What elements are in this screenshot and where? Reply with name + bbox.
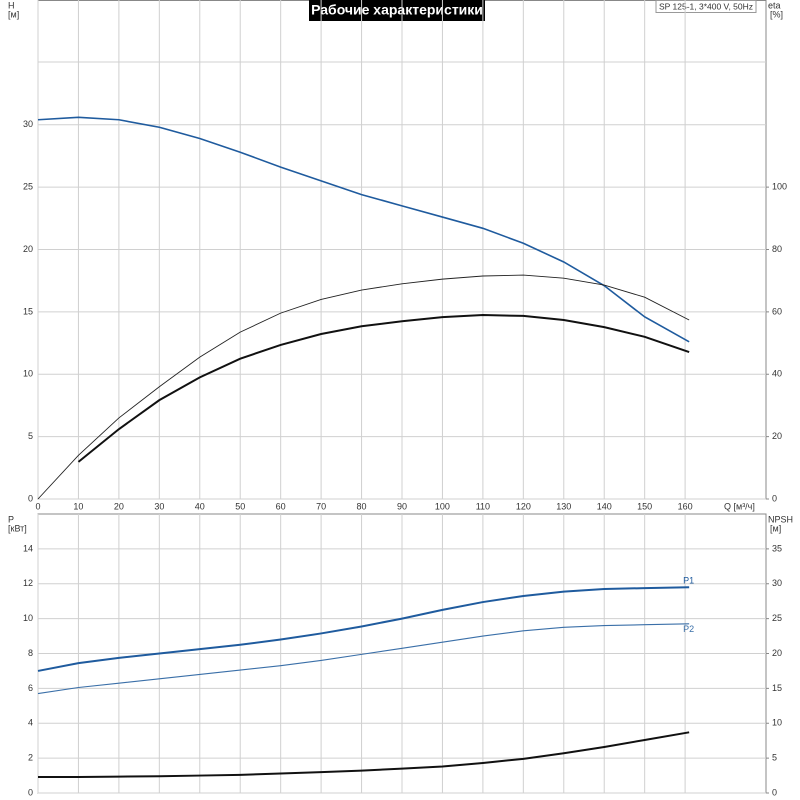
- y-tick-label: 2: [28, 753, 33, 763]
- x-tick-label: 70: [316, 501, 326, 511]
- y2-tick-label: 60: [772, 306, 782, 316]
- curve: [38, 731, 690, 778]
- x-tick-label: 10: [73, 501, 83, 511]
- x-tick-label: 50: [235, 501, 245, 511]
- y-tick-label: 25: [23, 182, 33, 192]
- curve-label: P1: [683, 576, 694, 586]
- y-tick-label: 5: [28, 431, 33, 441]
- x-tick-label: 60: [276, 501, 286, 511]
- y2-axis-unit: [%]: [770, 9, 783, 19]
- curve-label: P2: [683, 624, 694, 634]
- y2-tick-label: 0: [772, 493, 777, 503]
- y2-tick-label: 15: [772, 683, 782, 693]
- curve: [37, 274, 690, 500]
- y2-tick-label: 20: [772, 431, 782, 441]
- y2-tick-label: 100: [772, 182, 787, 192]
- y2-tick-label: 10: [772, 718, 782, 728]
- y-tick-label: 10: [23, 369, 33, 379]
- x-tick-label: 160: [678, 501, 693, 511]
- y2-tick-label: 80: [772, 244, 782, 254]
- x-axis-label: Q [м³/ч]: [724, 501, 755, 511]
- x-tick-label: 20: [114, 501, 124, 511]
- y-tick-label: 15: [23, 306, 33, 316]
- x-tick-label: 120: [516, 501, 531, 511]
- x-tick-label: 150: [637, 501, 652, 511]
- y2-tick-label: 40: [772, 369, 782, 379]
- y-tick-label: 6: [28, 683, 33, 693]
- y2-axis-unit: [м]: [770, 523, 781, 533]
- x-tick-label: 90: [397, 501, 407, 511]
- y2-tick-label: 5: [772, 753, 777, 763]
- y2-tick-label: 30: [772, 578, 782, 588]
- curve: [37, 116, 690, 343]
- y-axis-label: P: [8, 514, 14, 524]
- curve: [37, 586, 690, 672]
- x-tick-label: 80: [357, 501, 367, 511]
- curve: [77, 313, 690, 463]
- y-tick-label: 4: [28, 718, 33, 728]
- y2-tick-label: 25: [772, 613, 782, 623]
- y2-tick-label: 0: [772, 787, 777, 797]
- y-tick-label: 8: [28, 648, 33, 658]
- x-tick-label: 0: [35, 501, 40, 511]
- y2-tick-label: 20: [772, 648, 782, 658]
- curve: [37, 623, 690, 695]
- x-tick-label: 30: [154, 501, 164, 511]
- x-tick-label: 110: [476, 501, 490, 511]
- y-tick-label: 20: [23, 244, 33, 254]
- x-tick-label: 100: [435, 501, 450, 511]
- x-tick-label: 130: [556, 501, 571, 511]
- y-tick-label: 14: [23, 543, 33, 553]
- y-tick-label: 0: [28, 787, 33, 797]
- y-tick-label: 12: [23, 578, 33, 588]
- y-axis-unit: [кВт]: [8, 523, 27, 533]
- y-axis-label: H: [8, 0, 15, 10]
- chart-title: Рабочие характеристики: [311, 2, 483, 18]
- y2-tick-label: 35: [772, 543, 782, 553]
- legend-text: SP 125-1, 3*400 V, 50Hz: [659, 1, 753, 11]
- y-tick-label: 0: [28, 493, 33, 503]
- y-tick-label: 30: [23, 119, 33, 129]
- title-box: [309, 0, 485, 21]
- x-tick-label: 140: [597, 501, 612, 511]
- legend-box: [655, 0, 757, 13]
- y-tick-label: 10: [23, 613, 33, 623]
- y2-axis-label: NPSH: [768, 514, 793, 524]
- x-tick-label: 40: [195, 501, 205, 511]
- y-axis-unit: [м]: [8, 9, 19, 19]
- y2-axis-label: eta: [768, 0, 781, 10]
